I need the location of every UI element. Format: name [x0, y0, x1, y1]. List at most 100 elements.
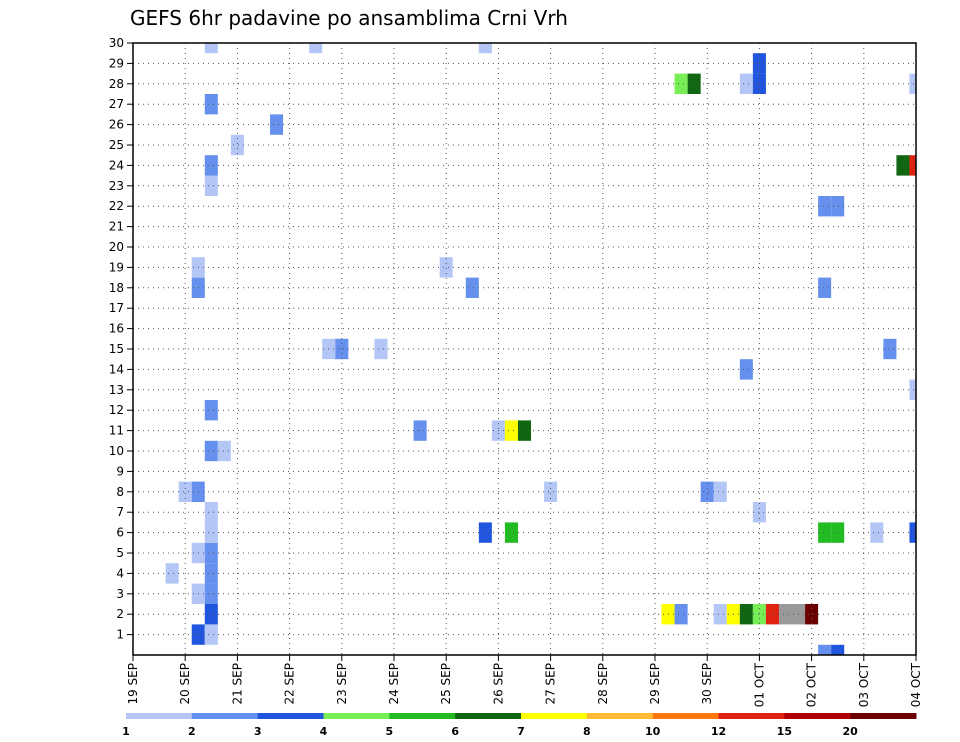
- heatmap-cell: [204, 94, 218, 115]
- heatmap-cell: [739, 73, 753, 94]
- heatmap-cell: [739, 604, 753, 625]
- y-tick-label: 16: [109, 322, 124, 336]
- colorbar-tick-label: 7: [517, 725, 525, 738]
- y-tick-label: 15: [109, 342, 124, 356]
- colorbar-tick-label: 4: [320, 725, 328, 738]
- y-tick-label: 17: [109, 301, 124, 315]
- y-tick-label: 10: [109, 444, 124, 458]
- y-tick-label: 27: [109, 97, 124, 111]
- x-tick-label: 27 SEP: [544, 663, 558, 705]
- x-tick-label: 24 SEP: [387, 663, 401, 705]
- heatmap-cell: [413, 420, 427, 441]
- colorbar-tick-label: 10: [645, 725, 661, 738]
- heatmap-cell: [165, 563, 179, 584]
- y-axis: 1234567891011121314151617181920212223242…: [109, 36, 133, 642]
- colorbar-swatch: [257, 713, 324, 719]
- y-tick-label: 22: [109, 199, 124, 213]
- heatmap-cell: [909, 522, 916, 543]
- colorbar-tick-label: 6: [451, 725, 459, 738]
- y-tick-label: 7: [116, 505, 124, 519]
- x-tick-label: 01 OCT: [752, 662, 766, 707]
- heatmap-cell: [765, 604, 779, 625]
- heatmap-cell: [831, 522, 845, 543]
- colorbar-swatch: [455, 713, 522, 719]
- colorbar-tick-label: 5: [386, 725, 394, 738]
- heatmap-cell: [204, 604, 218, 625]
- x-tick-label: 22 SEP: [283, 663, 297, 705]
- y-tick-label: 8: [116, 485, 124, 499]
- y-tick-label: 21: [109, 220, 124, 234]
- heatmap-cell: [517, 420, 532, 441]
- heatmap-cell: [478, 522, 492, 543]
- colorbar-swatch: [718, 713, 785, 719]
- colorbar-tick-label: 2: [188, 725, 196, 738]
- heatmap-cell: [883, 338, 897, 360]
- x-tick-label: 21 SEP: [230, 663, 244, 705]
- heatmap-cell: [204, 583, 218, 604]
- x-axis: 19 SEP 20 SEP 21 SEP 22 SEP 23 SEP 24 SEP 25 S…: [126, 655, 923, 707]
- heatmap-cell: [674, 604, 688, 625]
- x-tick-label: 19 SEP: [126, 663, 140, 705]
- x-tick-label: 20 SEP: [178, 663, 192, 705]
- heatmap-cell: [805, 604, 819, 625]
- colorbar-swatch: [126, 713, 193, 719]
- heatmap-cell: [752, 604, 766, 625]
- colorbar-tick-label: 12: [711, 725, 726, 738]
- x-tick-label: 23 SEP: [335, 663, 349, 705]
- y-tick-label: 14: [109, 362, 124, 376]
- x-tick-label: 29 SEP: [648, 663, 662, 705]
- colorbar-tick-label: 20: [843, 725, 859, 738]
- heatmap-cell: [818, 522, 832, 543]
- heatmap-cell: [204, 43, 218, 54]
- x-tick-label: 26 SEP: [491, 663, 505, 705]
- heatmap-cell: [309, 43, 323, 54]
- y-tick-label: 19: [109, 260, 124, 274]
- heatmap-cell: [204, 440, 218, 462]
- heatmap-cell: [909, 155, 916, 176]
- colorbar-tick-label: 1: [122, 725, 130, 738]
- y-tick-label: 24: [109, 158, 124, 172]
- x-tick-label: 25 SEP: [439, 663, 453, 705]
- x-tick-label: 02 OCT: [805, 662, 819, 707]
- heatmap-cell: [217, 440, 231, 462]
- y-tick-label: 1: [116, 628, 124, 642]
- colorbar-tick-label: 3: [254, 725, 262, 738]
- x-tick-label: 04 OCT: [909, 662, 923, 707]
- y-tick-label: 9: [116, 464, 124, 478]
- x-tick-label: 28 SEP: [596, 663, 610, 705]
- heatmap-cell: [752, 502, 766, 523]
- heatmap-cell: [204, 175, 218, 196]
- colorbar-swatch: [521, 713, 588, 719]
- y-tick-label: 5: [116, 546, 124, 560]
- heatmap-cell: [439, 257, 453, 278]
- colorbar-swatch: [389, 713, 456, 719]
- colorbar-swatch: [784, 713, 851, 719]
- heatmap-cell: [896, 155, 910, 176]
- colorbar-swatch: [323, 713, 390, 719]
- y-tick-label: 4: [116, 566, 124, 580]
- x-tick-label: 30 SEP: [700, 663, 714, 705]
- heatmap-cell: [178, 481, 192, 502]
- heatmap-cell: [465, 277, 479, 298]
- y-tick-label: 28: [109, 77, 124, 91]
- heatmap-cell: [687, 73, 701, 94]
- heatmap-cell: [870, 522, 884, 543]
- heatmap-cell: [204, 563, 218, 584]
- colorbar-swatch: [652, 713, 719, 719]
- heatmap-cell: [739, 359, 753, 380]
- y-tick-label: 20: [109, 240, 124, 254]
- colorbar-swatch: [586, 713, 654, 719]
- heatmap-cell: [544, 481, 558, 502]
- chart-title: GEFS 6hr padavine po ansamblima Crni Vrh: [130, 6, 568, 30]
- heatmap-cell: [204, 542, 218, 564]
- heatmap-cell: [204, 400, 218, 421]
- y-tick-label: 26: [109, 118, 124, 132]
- y-tick-label: 3: [116, 587, 124, 601]
- y-tick-label: 30: [109, 36, 124, 50]
- colorbar-tick-label: 8: [583, 725, 591, 738]
- heatmap-cell: [831, 644, 845, 655]
- heatmap-cell: [504, 522, 518, 543]
- y-tick-label: 6: [116, 526, 124, 540]
- heatmap-cell: [713, 481, 727, 502]
- y-tick-label: 29: [109, 56, 124, 70]
